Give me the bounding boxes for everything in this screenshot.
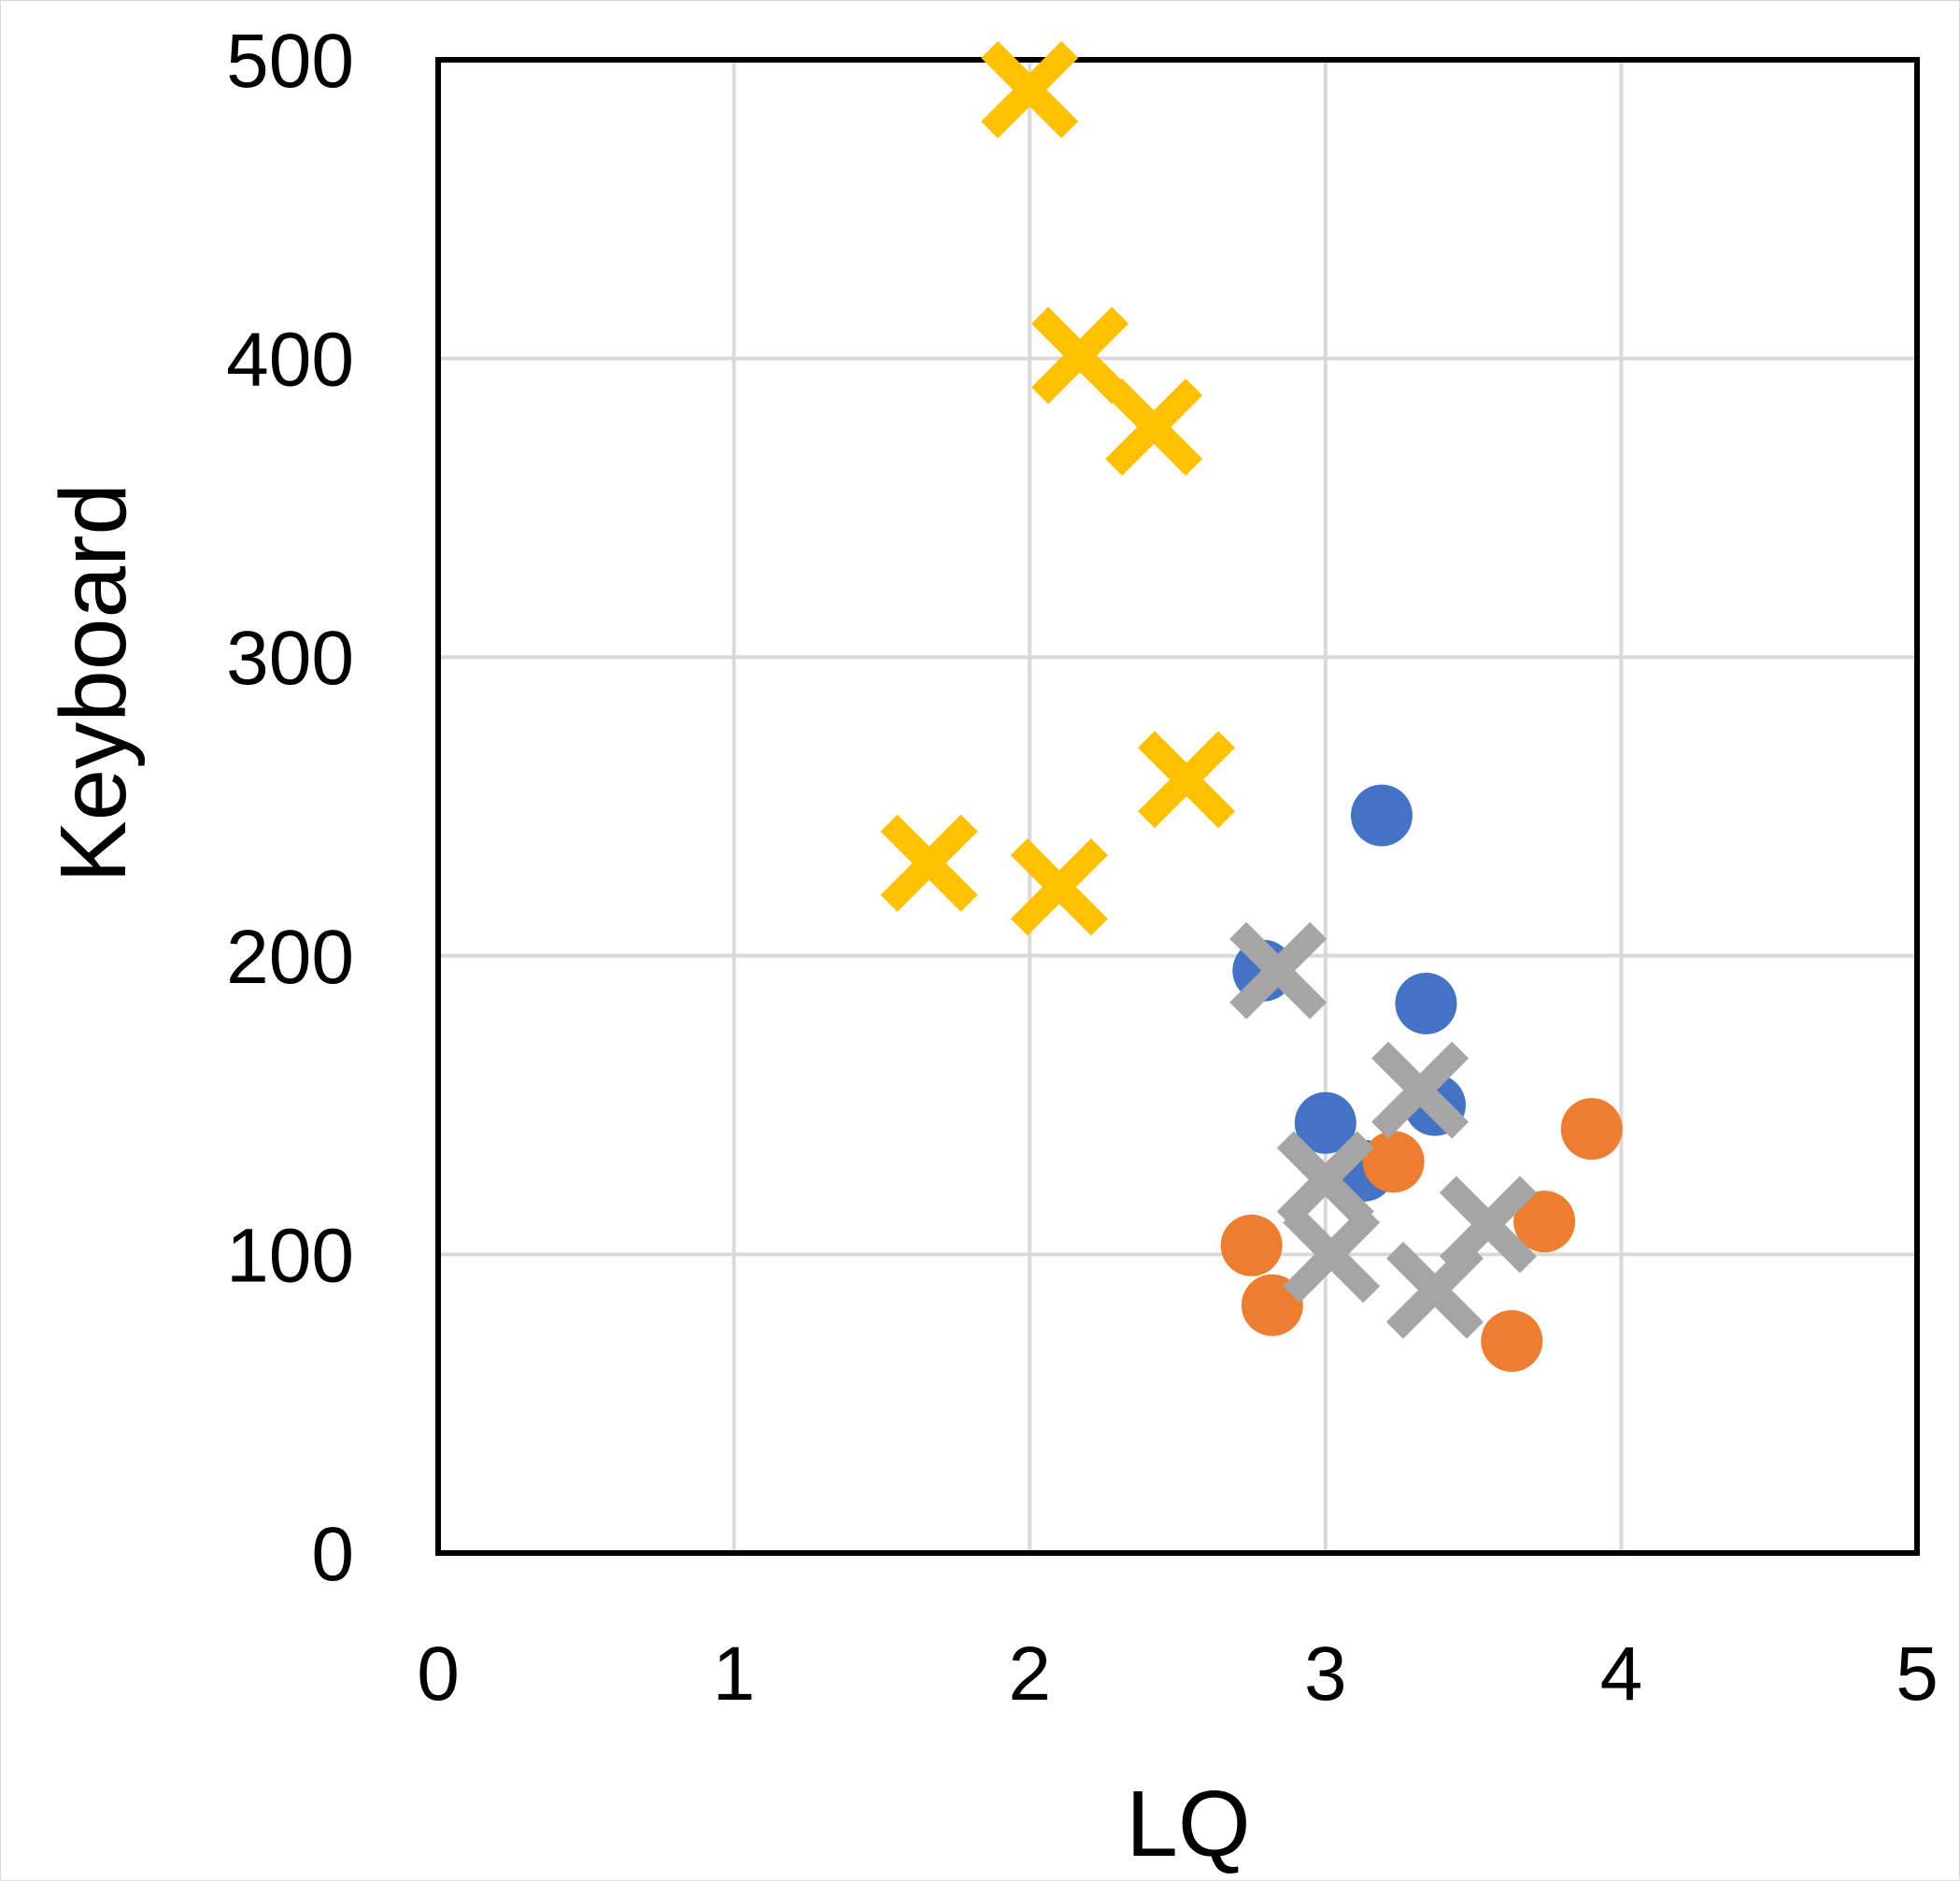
- data-point-cross: [1371, 1041, 1470, 1139]
- y-tick-label: 100: [226, 1213, 354, 1298]
- data-point-cross: [1137, 731, 1235, 829]
- y-tick-label: 300: [226, 616, 354, 701]
- data-points: [880, 40, 1623, 1373]
- plot-area-frame: [435, 57, 1920, 1556]
- x-axis-tick-labels: 0 1 2 3 4 5: [417, 1632, 1939, 1717]
- data-point-circle: [1395, 972, 1457, 1034]
- y-tick-label: 400: [226, 318, 354, 403]
- data-point-cross: [1283, 1205, 1381, 1304]
- x-tick-label: 4: [1600, 1632, 1643, 1717]
- data-point-circle: [1362, 1131, 1425, 1193]
- x-tick-label: 1: [713, 1632, 756, 1717]
- data-point-cross: [1229, 921, 1328, 1019]
- y-tick-label: 200: [226, 915, 354, 1000]
- data-point-cross: [981, 40, 1079, 138]
- grid-lines: [438, 60, 1917, 1553]
- series-orange-circles: [1220, 1098, 1623, 1373]
- y-tick-label: 500: [226, 19, 354, 104]
- y-tick-label: 0: [311, 1512, 354, 1597]
- data-point-cross: [1385, 1241, 1484, 1339]
- data-point-cross: [1010, 838, 1108, 936]
- data-point-cross: [1031, 306, 1129, 405]
- x-tick-label: 3: [1304, 1632, 1347, 1717]
- data-point-cross: [1105, 378, 1203, 477]
- series-gray-crosses: [1229, 921, 1537, 1339]
- data-point-cross: [880, 814, 978, 912]
- x-tick-label: 2: [1008, 1632, 1051, 1717]
- y-axis-tick-labels: 0 100 200 300 400 500: [226, 19, 354, 1597]
- data-point-circle: [1560, 1098, 1623, 1161]
- x-axis-title: LQ: [1126, 1772, 1250, 1876]
- y-axis-title: Keyboard: [41, 483, 146, 883]
- x-tick-label: 0: [417, 1632, 460, 1717]
- series-yellow-crosses: [880, 40, 1235, 936]
- data-point-circle: [1350, 784, 1413, 847]
- data-point-circle: [1294, 1091, 1356, 1154]
- data-point-cross: [1276, 1131, 1374, 1229]
- x-tick-label: 5: [1896, 1632, 1939, 1717]
- data-point-circle: [1481, 1310, 1543, 1373]
- data-point-circle: [1513, 1190, 1576, 1253]
- data-point-circle: [1220, 1214, 1283, 1276]
